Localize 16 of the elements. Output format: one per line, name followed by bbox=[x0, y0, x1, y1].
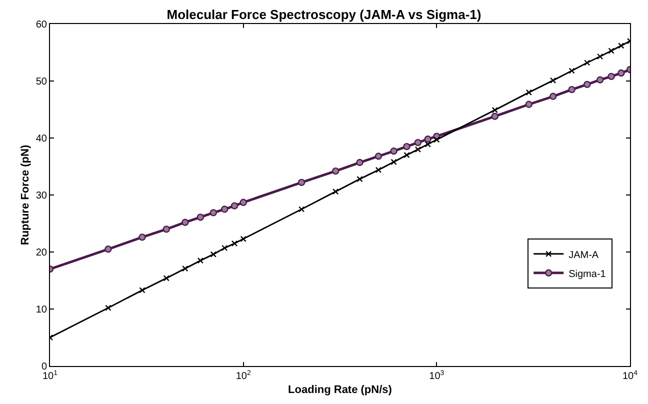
y-axis-title: Rupture Force (pN) bbox=[20, 144, 32, 246]
y-tick-label: 30 bbox=[36, 190, 48, 202]
y-tick-label: 10 bbox=[36, 304, 48, 316]
legend-label: Sigma-1 bbox=[568, 268, 606, 280]
x-tick-label: 10$^{2}$ bbox=[236, 370, 251, 382]
x-tick-label: 10$^{4}$ bbox=[622, 370, 638, 382]
x-tick-label: 10$^{1}$ bbox=[42, 370, 58, 382]
x-axis-title: Loading Rate (pN/s) bbox=[288, 384, 392, 396]
y-tick-label: 40 bbox=[36, 134, 48, 144]
y-tick-label: 0 bbox=[41, 362, 48, 372]
x-tick-label: 10$^{3}$ bbox=[429, 370, 444, 382]
y-tick-label: 60 bbox=[36, 20, 48, 30]
y-tick-label: 20 bbox=[36, 248, 48, 258]
y-tick-label: 50 bbox=[36, 76, 48, 88]
chart-title: Molecular Force Spectroscopy (JAM-A vs Sigma-1) bbox=[166, 7, 482, 22]
legend-label: JAM-A bbox=[568, 250, 599, 261]
